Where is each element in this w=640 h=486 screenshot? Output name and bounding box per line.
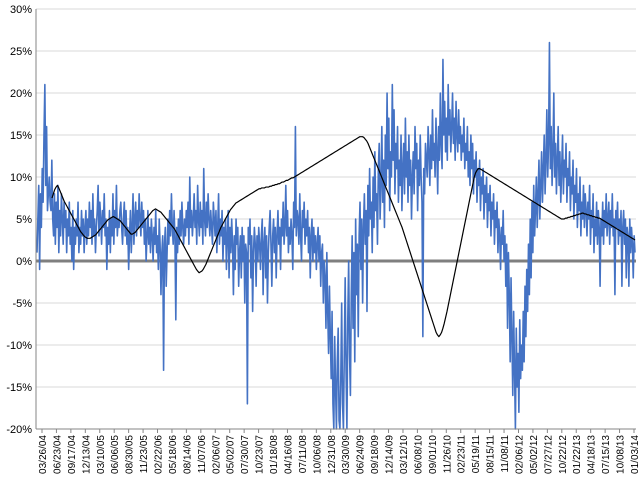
axes — [35, 9, 636, 430]
x-tick-label: 10/23/07 — [255, 435, 266, 474]
x-tick-label: 02/23/11 — [457, 435, 468, 474]
x-tick-label: 07/30/07 — [240, 435, 251, 474]
x-tick-label: 09/17/04 — [67, 435, 78, 474]
x-tick-label: 04/18/13 — [587, 435, 598, 474]
y-axis-ticks: 30% 25% 20% 15% 10% 5% 0% -5% -10% -15% -20% — [6, 4, 32, 436]
x-tick-label: 12/31/08 — [327, 435, 338, 474]
x-tick-label: 03/26/04 — [38, 435, 49, 474]
x-tick-label: 07/27/12 — [543, 435, 554, 474]
y-tick-label: 0% — [16, 256, 32, 268]
y-tick-label: -15% — [6, 382, 32, 394]
x-tick-label: 11/07/06 — [197, 435, 208, 474]
x-tick-label: 01/03/14 — [630, 435, 640, 474]
y-tick-label: 10% — [10, 172, 32, 184]
series-moving-average-line — [51, 136, 636, 338]
y-tick-label: 15% — [10, 130, 32, 142]
y-tick-label: -5% — [12, 298, 32, 310]
x-tick-label: 09/18/09 — [370, 435, 381, 474]
x-tick-label: 05/02/12 — [529, 435, 540, 474]
x-tick-label: 10/08/13 — [616, 435, 627, 474]
x-tick-label: 02/22/06 — [154, 435, 165, 474]
y-tick-label: 20% — [10, 88, 32, 100]
x-tick-label: 11/26/10 — [442, 435, 453, 474]
x-tick-label: 02/06/07 — [211, 435, 222, 474]
x-tick-label: 06/24/09 — [356, 435, 367, 474]
x-axis-ticks: 03/26/04 06/23/04 09/17/04 12/13/04 03/10/05… — [38, 429, 640, 474]
x-tick-label: 07/15/13 — [601, 435, 612, 474]
x-tick-label: 10/22/12 — [558, 435, 569, 474]
series-weekly-line — [36, 41, 636, 430]
x-tick-label: 06/06/05 — [110, 435, 121, 474]
x-tick-label: 12/13/04 — [81, 435, 92, 474]
y-tick-label: 5% — [16, 214, 32, 226]
y-tick-label: -10% — [6, 340, 32, 352]
x-tick-label: 03/12/10 — [399, 435, 410, 474]
y-tick-label: -20% — [6, 424, 32, 436]
x-tick-label: 03/10/05 — [96, 435, 107, 474]
series-layer — [36, 41, 636, 430]
x-tick-label: 05/18/06 — [168, 435, 179, 474]
x-tick-label: 03/30/09 — [341, 435, 352, 474]
x-tick-label: 11/08/11 — [500, 435, 511, 473]
x-tick-label: 11/23/05 — [139, 435, 150, 474]
x-tick-label: 06/23/04 — [52, 435, 63, 474]
x-tick-label: 02/06/12 — [514, 435, 525, 474]
x-tick-label: 01/22/13 — [572, 435, 583, 474]
x-tick-label: 08/14/06 — [182, 435, 193, 474]
x-tick-label: 10/06/08 — [312, 435, 323, 474]
x-tick-label: 09/01/10 — [428, 435, 439, 474]
y-tick-label: 30% — [10, 4, 32, 16]
x-tick-label: 07/11/08 — [298, 435, 309, 474]
x-tick-label: 08/30/05 — [125, 435, 136, 474]
x-tick-label: 12/14/09 — [385, 435, 396, 474]
x-tick-label: 06/08/10 — [413, 435, 424, 474]
x-tick-label: 05/19/11 — [471, 435, 482, 474]
x-tick-label: 08/15/11 — [486, 435, 497, 474]
x-tick-label: 01/18/08 — [269, 435, 280, 474]
x-tick-label: 04/16/08 — [283, 435, 294, 474]
y-tick-label: 25% — [10, 46, 32, 58]
x-tick-label: 05/02/07 — [226, 435, 237, 474]
